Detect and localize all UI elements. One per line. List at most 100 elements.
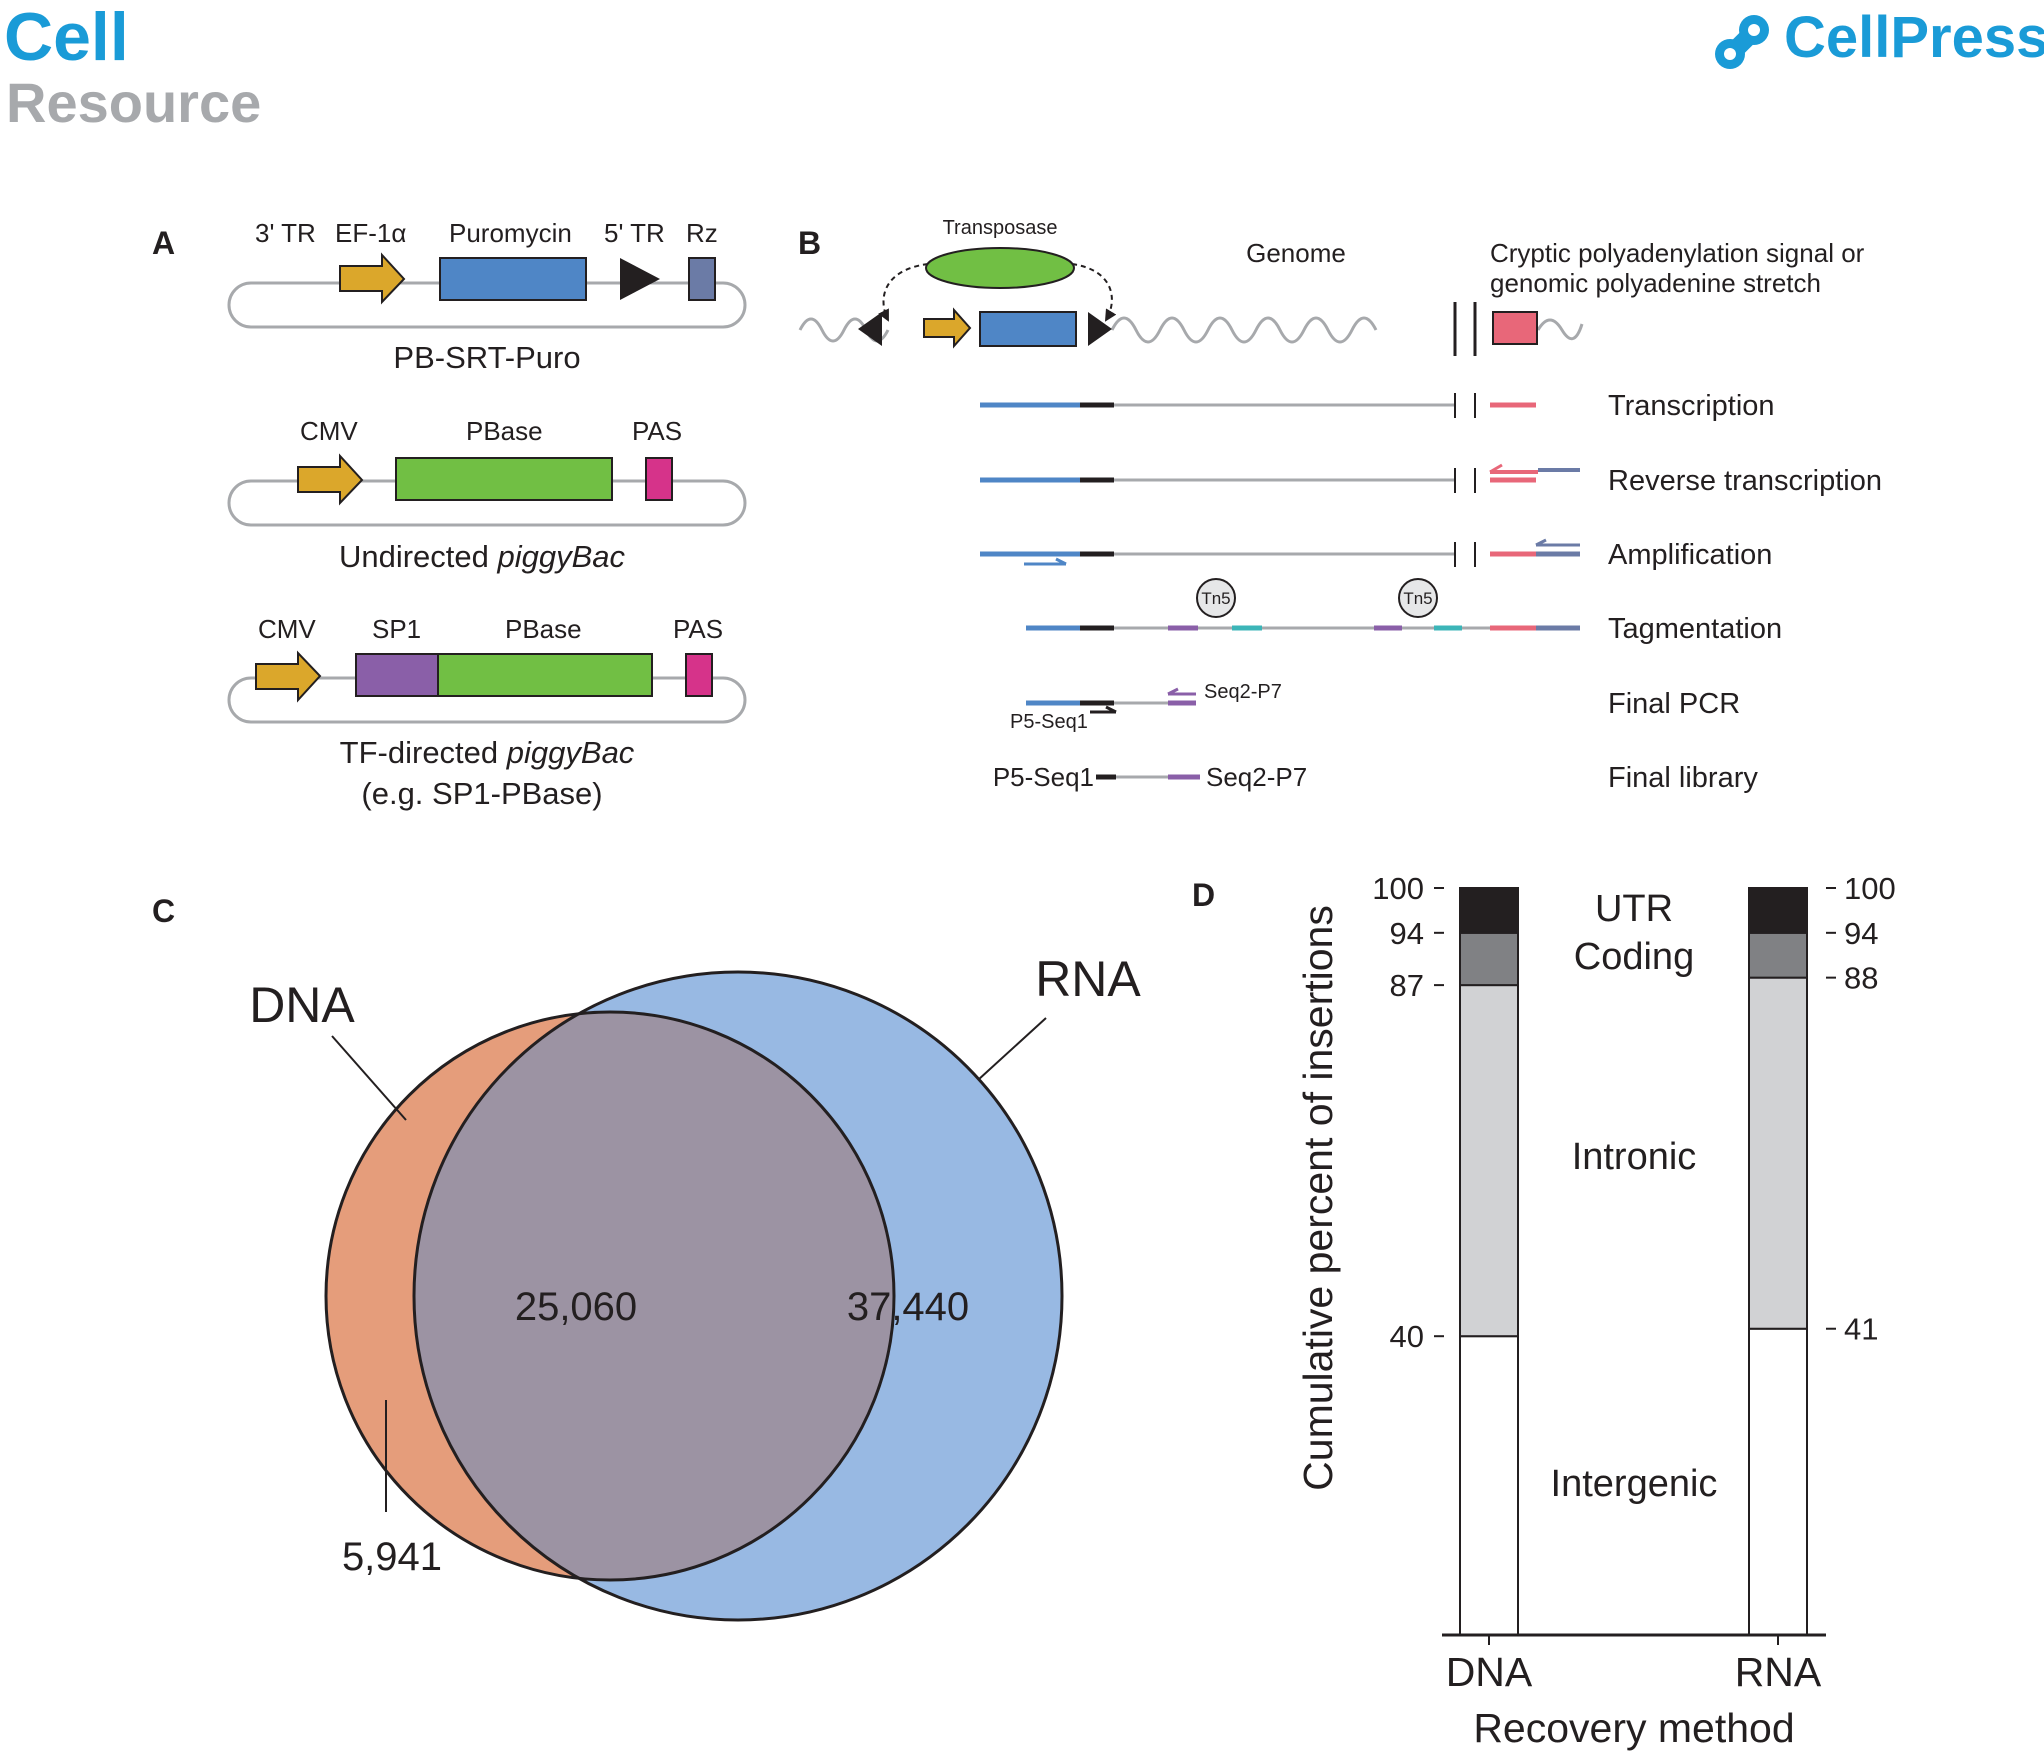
cmv-arrow: [255, 650, 322, 703]
signal-label-line1: Cryptic polyadenylation signal or: [1490, 238, 1865, 268]
final-seq2-p7-label: Seq2-P7: [1206, 762, 1307, 792]
dna-leader-line: [331, 1035, 407, 1121]
segment-label-intergenic: Intergenic: [1551, 1463, 1718, 1505]
rz-box: [688, 257, 716, 301]
right-tick-label: 41: [1844, 1312, 1878, 1347]
bar-segment-rna-intergenic: [1748, 1327, 1808, 1636]
chart-ticks: 100 94 87 40 100 94 88 41: [1372, 871, 1895, 1354]
chart-bars: [1459, 887, 1808, 1636]
cellpress-logo: CellPress: [1715, 5, 2044, 70]
tn5-circle-icon: Tn5: [1196, 578, 1236, 618]
genome-wave-right: [1110, 316, 1378, 344]
stacked-bar-chart: 100 94 87 40 100 94 88 41 Intergenic Intronic Cod…: [1295, 871, 1896, 1751]
x-axis-title: Recovery method: [1473, 1705, 1794, 1751]
construct-name-pb-srt-puro: PB-SRT-Puro: [393, 340, 580, 375]
left-tick-label: 87: [1390, 968, 1424, 1003]
seq2-p7-label: Seq2-P7: [1204, 681, 1282, 703]
construct-tf-directed-piggybac: CMV SP1 PBase PAS TF-directed piggyBac (…: [227, 614, 747, 811]
right-tick-label: 94: [1844, 916, 1878, 951]
bar-segment-dna-intergenic: [1459, 1335, 1519, 1636]
section-label: Resource: [6, 71, 261, 134]
venn-overlap-count: 25,060: [515, 1285, 637, 1329]
genome-wave-end: [1536, 318, 1584, 341]
step-label-tagmentation: Tagmentation: [1608, 613, 1782, 645]
publisher-wordmark: CellPress: [1784, 5, 2044, 70]
x-category-dna: DNA: [1446, 1649, 1533, 1695]
venn-overlap: [414, 1012, 894, 1580]
label-cmv: CMV: [258, 614, 316, 644]
segment-label-intronic: Intronic: [1572, 1136, 1697, 1178]
venn-diagram: DNA RNA 25,060 37,440 5,941: [249, 951, 1141, 1622]
transposase-label: Transposase: [943, 217, 1058, 239]
left-tick-label: 40: [1390, 1319, 1424, 1354]
step-label-final-pcr: Final PCR: [1608, 688, 1740, 720]
svg-text:Tn5: Tn5: [1201, 589, 1230, 608]
panel-c-letter: C: [152, 893, 175, 929]
tn5-circle-icon: Tn5: [1398, 578, 1438, 618]
sp1-box: [355, 653, 439, 697]
step-transcription: Transcription: [980, 390, 1775, 422]
pbase-box: [437, 653, 653, 697]
step-final-pcr: Seq2-P7 P5-Seq1 Final PCR: [1010, 681, 1740, 733]
bar-segment-dna-coding: [1459, 931, 1519, 987]
p5-seq1-label: P5-Seq1: [1010, 711, 1088, 733]
cmv-arrow: [297, 453, 364, 506]
construct-name-example: (e.g. SP1-PBase): [361, 776, 602, 811]
x-category-rna: RNA: [1735, 1649, 1822, 1695]
transgene-box: [979, 311, 1077, 347]
step-tagmentation: Tn5 Tn5 Tagmentation: [1026, 578, 1782, 645]
venn-dna-only-count: 5,941: [342, 1535, 442, 1579]
label-puromycin: Puromycin: [449, 218, 572, 248]
right-tick-label: 100: [1844, 871, 1896, 906]
label-sp1: SP1: [372, 614, 421, 644]
excision-arrow-left: [878, 263, 929, 322]
construct-name-undirected: Undirected piggyBac: [339, 539, 626, 574]
left-tick-label: 100: [1372, 871, 1424, 906]
label-ef1a: EF-1α: [335, 218, 406, 248]
transposase-ellipse: [925, 247, 1075, 289]
bar-segment-dna-intronic: [1459, 984, 1519, 1338]
pbase-box: [395, 457, 613, 501]
venn-dna-label: DNA: [249, 977, 355, 1033]
pas-box: [645, 457, 673, 501]
segment-label-coding: Coding: [1574, 936, 1694, 978]
panel-a-letter: A: [152, 225, 175, 261]
genome-label: Genome: [1246, 238, 1346, 268]
label-rz: Rz: [686, 218, 718, 248]
step-amplification: Amplification: [980, 538, 1772, 571]
bar-segment-dna-utr: [1459, 887, 1519, 934]
label-3tr: 3' TR: [255, 218, 316, 248]
journal-logo: Cell: [4, 0, 129, 75]
puromycin-box: [439, 257, 587, 301]
construct-undirected-piggybac: CMV PBase PAS Undirected piggyBac: [227, 416, 747, 574]
venn-rna-label: RNA: [1035, 951, 1141, 1007]
segment-label-utr: UTR: [1595, 888, 1673, 930]
label-5tr: 5' TR: [604, 218, 665, 248]
label-pas: PAS: [673, 614, 723, 644]
step-label-final-library: Final library: [1608, 762, 1758, 794]
bar-segment-rna-intronic: [1748, 976, 1808, 1330]
right-tick-label: 88: [1844, 961, 1878, 996]
construct-pb-srt-puro: 3' TR EF-1α Puromycin 5' TR Rz PB-SRT-Pu…: [227, 218, 747, 375]
construct-name-tf-directed: TF-directed piggyBac: [340, 735, 635, 770]
bar-segment-rna-coding: [1748, 931, 1808, 979]
label-pas: PAS: [632, 416, 682, 446]
panel-d-letter: D: [1192, 877, 1215, 913]
cellpress-mark-icon: [1715, 15, 1769, 69]
tr-left-triangle: [858, 312, 882, 346]
step-label-amplification: Amplification: [1608, 539, 1772, 571]
final-p5-seq1-label: P5-Seq1: [993, 762, 1094, 792]
step-label-reverse-transcription: Reverse transcription: [1608, 465, 1882, 497]
bar-segment-rna-utr: [1748, 887, 1808, 934]
pas-box: [685, 653, 713, 697]
label-pbase: PBase: [466, 416, 543, 446]
label-cmv: CMV: [300, 416, 358, 446]
rna-leader-line: [977, 1017, 1047, 1081]
ef1a-arrow: [339, 252, 406, 305]
promoter-arrow: [923, 307, 972, 349]
5-tr-triangle: [620, 258, 660, 300]
label-pbase: PBase: [505, 614, 582, 644]
step-final-library: P5-Seq1 Seq2-P7 Final library: [993, 762, 1759, 794]
y-axis-title: Cumulative percent of insertions: [1295, 905, 1341, 1491]
